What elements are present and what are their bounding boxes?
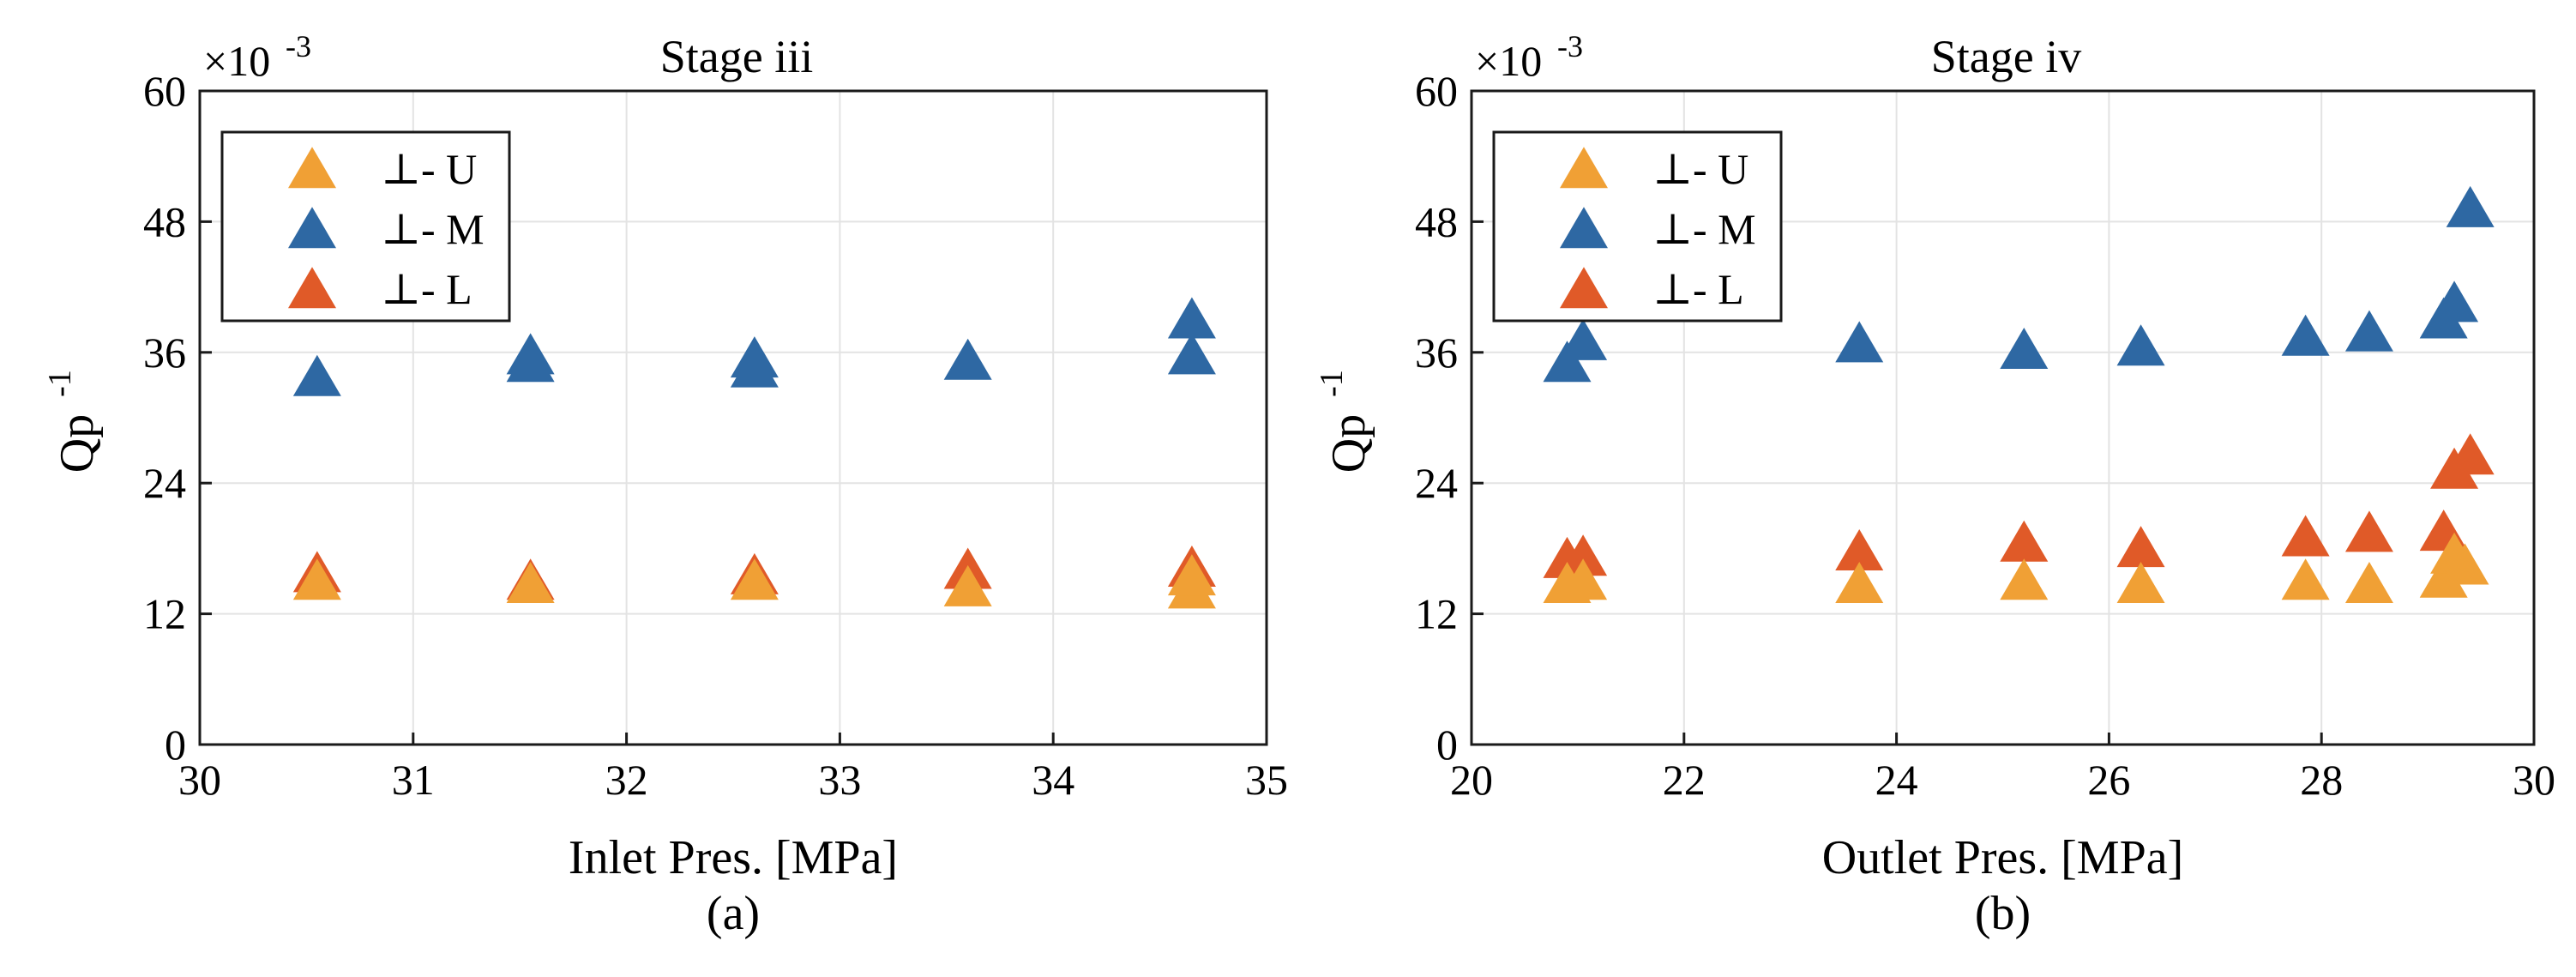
exponent-superscript: -3 <box>286 29 311 63</box>
legend: ⊥- U ⊥- M ⊥- L <box>220 130 511 323</box>
y-axis-label-text: Qp <box>1322 414 1375 473</box>
x-tick-label: 34 <box>1032 756 1074 804</box>
legend-marker <box>288 267 336 309</box>
exponent-superscript: -3 <box>1557 29 1583 63</box>
chart-panel-a: 30 31 32 33 34 35 0 12 24 36 48 60 ×10 -3 Stage iii Qp -… <box>42 29 1288 940</box>
data-point <box>2116 526 2165 568</box>
data-point <box>1835 528 1884 570</box>
y-tick-label: 12 <box>1415 590 1458 638</box>
legend-marker <box>1560 267 1608 309</box>
y-tick-label: 24 <box>143 459 186 507</box>
data-point <box>1835 321 1884 363</box>
data-point <box>943 338 992 380</box>
x-tick-label: 26 <box>2087 756 2130 804</box>
x-tick-label: 28 <box>2300 756 2343 804</box>
legend-label: ⊥- U <box>381 145 477 193</box>
data-point <box>506 333 555 375</box>
y-axis-label: Qp -1 <box>42 370 104 473</box>
y-tick-label: 24 <box>1415 459 1458 507</box>
data-point <box>2441 543 2489 585</box>
plot-frame <box>1470 89 2536 746</box>
data-point <box>730 336 779 378</box>
plot-frame <box>198 89 1268 746</box>
data-point <box>1167 554 1216 596</box>
chart-title: Stage iii <box>660 31 813 82</box>
data-point <box>2446 433 2495 475</box>
legend-label: ⊥- M <box>1652 205 1756 253</box>
x-tick-label: 31 <box>392 756 435 804</box>
y-tick-label: 12 <box>143 590 186 638</box>
y-axis-label-sup: -1 <box>1314 370 1350 397</box>
data-point <box>2000 520 2049 562</box>
data-point <box>2281 314 2330 356</box>
legend-label: ⊥- U <box>1652 145 1748 193</box>
data-point <box>943 564 992 606</box>
data-point <box>1835 562 1884 604</box>
chart-panel-b: 20 22 24 26 28 30 0 12 24 36 48 60 ×10 -3 Stage iv Qp -1… <box>1314 29 2555 940</box>
x-tick-label: 35 <box>1245 756 1288 804</box>
data-point <box>1559 534 1608 576</box>
data-point <box>2344 510 2393 552</box>
y-tick-label: 0 <box>165 721 186 769</box>
data-point <box>292 354 341 396</box>
data-point <box>506 562 555 604</box>
exponent-label: ×10 <box>203 37 270 85</box>
legend-box <box>220 130 511 323</box>
data-point <box>2430 280 2479 323</box>
figure-caption: (b) <box>1975 887 2031 940</box>
y-tick-label: 36 <box>143 329 186 377</box>
legend-box <box>1492 130 1783 323</box>
data-point <box>1559 318 1608 360</box>
data-point <box>292 558 341 600</box>
y-tick-label: 60 <box>1415 67 1458 115</box>
data-point <box>2000 328 2049 369</box>
data-point <box>1543 341 1592 383</box>
legend-marker <box>288 207 336 249</box>
y-tick-label: 0 <box>1436 721 1458 769</box>
x-axis-label: Inlet Pres. [MPa] <box>569 831 898 884</box>
data-point <box>1559 558 1608 600</box>
legend-label: ⊥- L <box>1652 265 1744 313</box>
data-point <box>2281 558 2330 600</box>
legend-marker <box>1560 147 1608 189</box>
y-tick-label: 36 <box>1415 329 1458 377</box>
y-axis-label: Qp -1 <box>1314 370 1375 473</box>
y-axis-label-text: Qp <box>51 414 104 473</box>
legend-label: ⊥- M <box>381 205 485 253</box>
data-point <box>2446 185 2495 227</box>
x-tick-label: 32 <box>605 756 648 804</box>
data-point <box>2116 562 2165 604</box>
data-point <box>2344 562 2393 604</box>
y-tick-label: 48 <box>1415 197 1458 245</box>
exponent-label: ×10 <box>1475 37 1542 85</box>
x-tick-label: 24 <box>1875 756 1918 804</box>
chart-title: Stage iv <box>1931 31 2081 82</box>
legend-marker <box>288 147 336 189</box>
x-tick-label: 22 <box>1663 756 1706 804</box>
y-tick-label: 48 <box>143 197 186 245</box>
data-point <box>2281 515 2330 557</box>
x-tick-label: 30 <box>178 756 221 804</box>
data-point <box>1167 333 1216 375</box>
data-point <box>2419 556 2468 598</box>
figure-caption: (a) <box>707 887 760 940</box>
x-tick-label: 20 <box>1450 756 1493 804</box>
x-axis-label: Outlet Pres. [MPa] <box>1822 831 2184 884</box>
legend-marker <box>1560 207 1608 249</box>
data-point <box>2344 310 2393 352</box>
data-point <box>2116 324 2165 366</box>
x-tick-label: 30 <box>2513 756 2555 804</box>
data-point <box>2000 558 2049 600</box>
data-point <box>730 558 779 600</box>
y-axis-label-sup: -1 <box>42 370 78 397</box>
legend-label: ⊥- L <box>381 265 472 313</box>
x-tick-label: 33 <box>818 756 861 804</box>
data-point <box>1167 297 1216 339</box>
legend: ⊥- U ⊥- M ⊥- L <box>1492 130 1783 323</box>
y-tick-label: 60 <box>143 67 186 115</box>
